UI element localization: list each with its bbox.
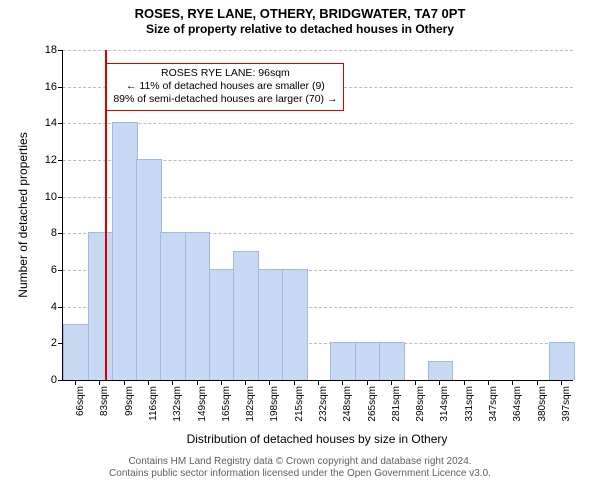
footer-line-1: Contains HM Land Registry data © Crown c…: [0, 456, 600, 468]
x-tick-label: 397sqm: [561, 386, 572, 422]
y-tick-label: 16: [45, 81, 63, 93]
y-tick-label: 10: [45, 191, 63, 203]
bar: [185, 232, 211, 380]
y-tick-label: 18: [45, 44, 63, 56]
x-tick-label: 281sqm: [391, 386, 402, 422]
x-tick-label: 149sqm: [197, 386, 208, 422]
x-tick-mark: [148, 380, 149, 385]
x-tick-mark: [197, 380, 198, 385]
x-tick-label: 83sqm: [99, 386, 110, 416]
x-tick-label: 248sqm: [342, 386, 353, 422]
x-tick-label: 182sqm: [245, 386, 256, 422]
y-axis-title: Number of detached properties: [16, 132, 30, 297]
y-tick-label: 4: [51, 301, 63, 313]
y-tick-label: 0: [51, 374, 63, 386]
x-tick-mark: [75, 380, 76, 385]
x-tick-mark: [367, 380, 368, 385]
bar: [112, 122, 138, 380]
y-tick-label: 12: [45, 154, 63, 166]
x-axis-title: Distribution of detached houses by size …: [62, 432, 572, 446]
x-tick-label: 66sqm: [75, 386, 86, 416]
y-tick-label: 8: [51, 227, 63, 239]
x-tick-mark: [512, 380, 513, 385]
grid-line: [63, 123, 573, 124]
bar: [282, 269, 308, 380]
x-tick-mark: [124, 380, 125, 385]
bar: [330, 342, 356, 380]
bar: [379, 342, 405, 380]
x-tick-mark: [294, 380, 295, 385]
x-tick-label: 99sqm: [124, 386, 135, 416]
bar: [136, 159, 162, 380]
chart-title: ROSES, RYE LANE, OTHERY, BRIDGWATER, TA7…: [0, 0, 600, 22]
x-tick-label: 314sqm: [439, 386, 450, 422]
y-tick-label: 14: [45, 117, 63, 129]
x-tick-mark: [221, 380, 222, 385]
bar: [355, 342, 381, 380]
x-tick-label: 232sqm: [318, 386, 329, 422]
x-tick-mark: [415, 380, 416, 385]
x-tick-label: 364sqm: [512, 386, 523, 422]
chart-container: ROSES, RYE LANE, OTHERY, BRIDGWATER, TA7…: [0, 0, 600, 500]
annotation-line: 89% of semi-detached houses are larger (…: [113, 93, 337, 106]
bar: [88, 232, 114, 380]
y-tick-label: 6: [51, 264, 63, 276]
x-tick-mark: [391, 380, 392, 385]
x-tick-mark: [99, 380, 100, 385]
x-tick-label: 116sqm: [148, 386, 159, 421]
x-tick-mark: [172, 380, 173, 385]
footer-line-2: Contains public sector information licen…: [0, 468, 600, 480]
x-tick-label: 265sqm: [367, 386, 378, 422]
x-tick-mark: [318, 380, 319, 385]
bar: [63, 324, 89, 380]
x-tick-label: 165sqm: [221, 386, 232, 422]
plot-area: 02468101214161866sqm83sqm99sqm116sqm132s…: [62, 50, 573, 381]
bar: [160, 232, 186, 380]
x-tick-label: 298sqm: [415, 386, 426, 422]
bar: [428, 361, 454, 380]
x-tick-mark: [439, 380, 440, 385]
x-tick-mark: [245, 380, 246, 385]
x-tick-mark: [269, 380, 270, 385]
bar: [258, 269, 284, 380]
x-tick-mark: [488, 380, 489, 385]
grid-line: [63, 50, 573, 51]
x-tick-mark: [537, 380, 538, 385]
chart-subtitle: Size of property relative to detached ho…: [0, 22, 600, 36]
bar: [209, 269, 235, 380]
bar: [233, 251, 259, 380]
footer: Contains HM Land Registry data © Crown c…: [0, 456, 600, 480]
annotation-box: ROSES RYE LANE: 96sqm← 11% of detached h…: [106, 63, 344, 110]
x-tick-label: 380sqm: [537, 386, 548, 422]
x-tick-label: 215sqm: [294, 386, 305, 422]
x-tick-label: 198sqm: [269, 386, 280, 422]
x-tick-mark: [342, 380, 343, 385]
x-tick-label: 331sqm: [464, 386, 475, 422]
annotation-line: ← 11% of detached houses are smaller (9): [113, 80, 337, 93]
x-tick-mark: [464, 380, 465, 385]
x-tick-label: 347sqm: [488, 386, 499, 422]
y-tick-label: 2: [51, 337, 63, 349]
x-tick-label: 132sqm: [172, 386, 183, 422]
x-tick-mark: [561, 380, 562, 385]
bar: [549, 342, 575, 380]
annotation-line: ROSES RYE LANE: 96sqm: [113, 67, 337, 80]
